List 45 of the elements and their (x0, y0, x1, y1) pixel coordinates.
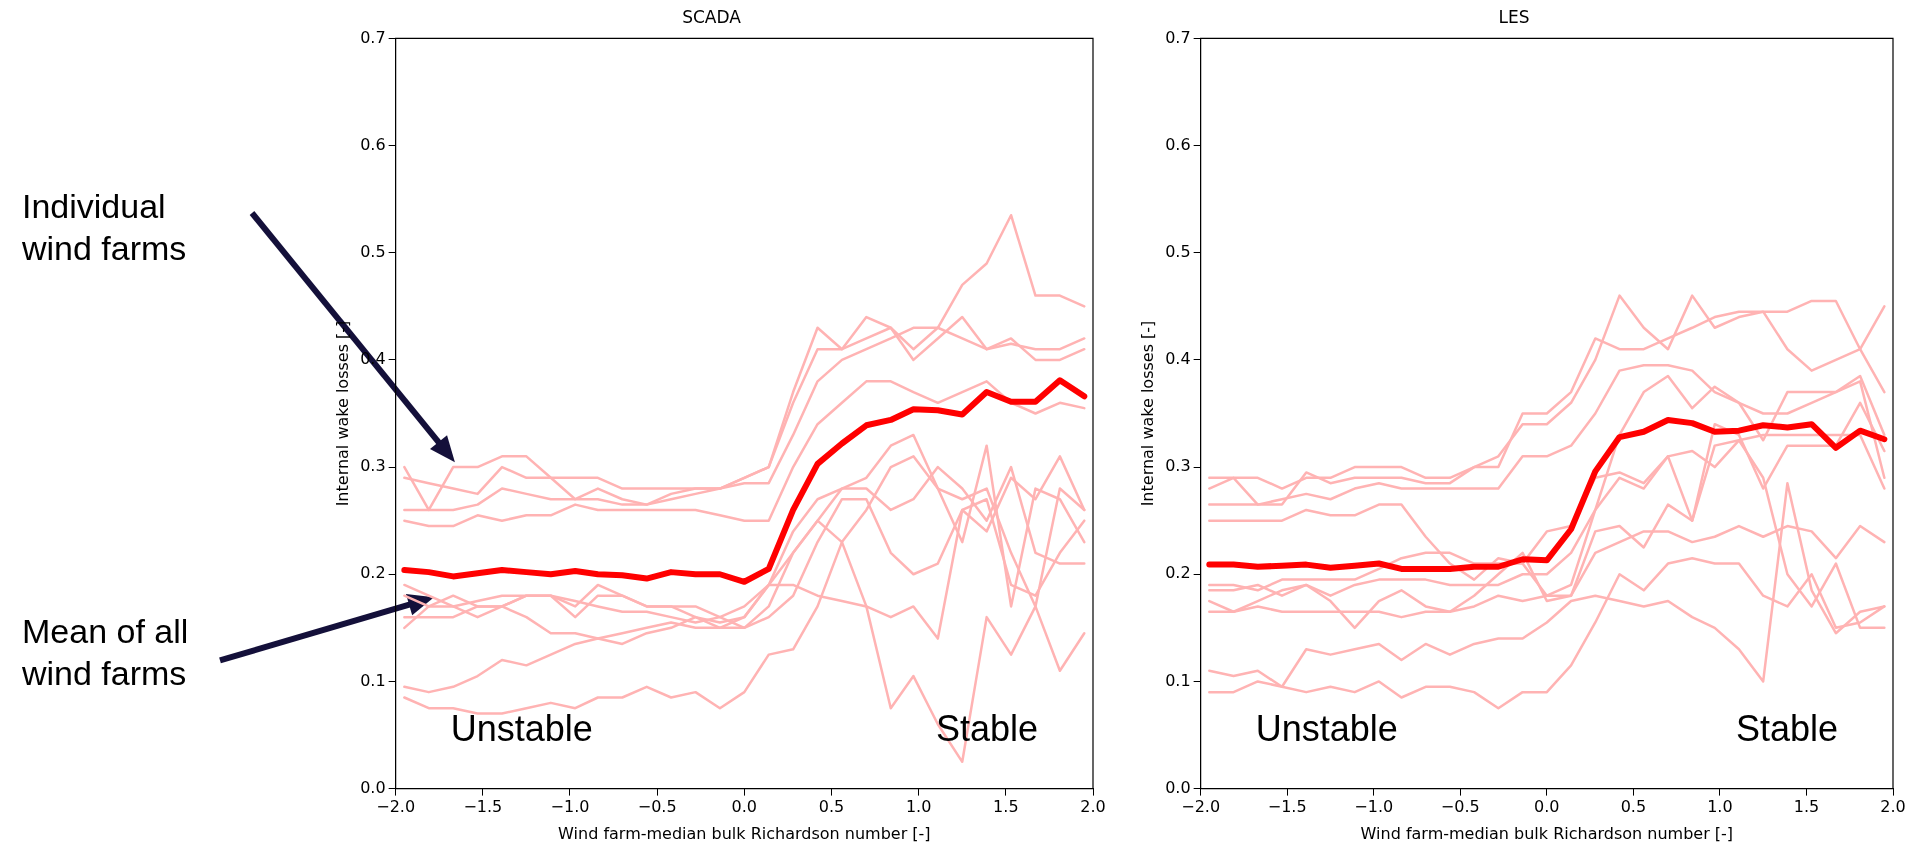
annotation: Unstable (450, 707, 593, 749)
x-tick-label: −1.0 (550, 797, 590, 817)
annotation: Stable (935, 707, 1038, 749)
text: Mean of all wind farms (22, 611, 190, 694)
x-tick-label: −0.5 (1440, 797, 1480, 817)
y-tick-label: 0.2 (1165, 563, 1191, 583)
x-tick-label: −1.5 (463, 797, 503, 817)
x-tick-label: −1.5 (1267, 797, 1307, 817)
y-tick-label: 0.5 (360, 241, 386, 261)
chart-title: LES (1498, 6, 1530, 27)
y-tick-label: 0.6 (1165, 134, 1191, 154)
y-tick-label: 0.3 (1165, 456, 1191, 476)
y-axis-title: Internal wake losses [-] (332, 320, 352, 507)
x-tick-label: −1.0 (1354, 797, 1394, 817)
chart-title: SCADA (682, 6, 742, 27)
y-tick-label: 0.7 (360, 27, 386, 47)
x-tick-label: 2.0 (1880, 797, 1906, 817)
x-axis-title: Wind farm-median bulk Richardson number [-] (558, 823, 931, 843)
y-tick-label: 0.1 (360, 670, 386, 690)
x-tick-label: −2.0 (376, 797, 416, 817)
y-axis-title: Internal wake losses [-] (1137, 320, 1157, 507)
text: Individual wind farms (22, 186, 188, 269)
x-tick-label: 0.5 (1620, 797, 1647, 817)
x-tick-label: −2.0 (1181, 797, 1221, 817)
annotation: Stable (1735, 707, 1838, 749)
x-tick-label: 1.0 (1707, 797, 1733, 817)
y-tick-label: 0.6 (360, 134, 386, 154)
x-axis-title: Wind farm-median bulk Richardson number [-] (1360, 823, 1734, 843)
x-tick-label: 1.5 (1793, 797, 1820, 817)
y-tick-label: 0.0 (360, 777, 386, 797)
y-tick-label: 0.7 (1165, 27, 1191, 47)
y-tick-label: 0.0 (1165, 777, 1191, 797)
y-tick-label: 0.5 (1165, 241, 1191, 261)
y-tick-label: 0.2 (360, 563, 386, 583)
x-tick-label: 1.0 (905, 797, 932, 817)
x-tick-label: 0.0 (1534, 797, 1560, 817)
y-tick-label: 0.1 (1165, 670, 1191, 690)
x-tick-label: 0.0 (731, 797, 758, 817)
annotation: Unstable (1255, 707, 1398, 749)
x-tick-label: 0.5 (818, 797, 845, 817)
x-tick-label: 2.0 (1080, 797, 1106, 817)
x-tick-label: −0.5 (637, 797, 677, 817)
y-tick-label: 0.4 (1165, 349, 1191, 369)
y-tick-label: 0.3 (360, 456, 386, 476)
x-tick-label: 1.5 (993, 797, 1019, 817)
